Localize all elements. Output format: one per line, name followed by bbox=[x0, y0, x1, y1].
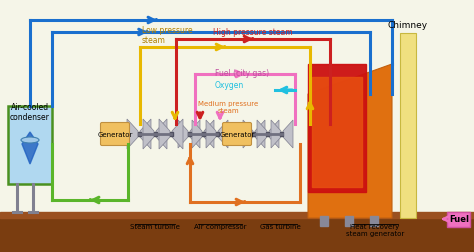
Polygon shape bbox=[22, 133, 38, 164]
Polygon shape bbox=[140, 119, 151, 149]
Polygon shape bbox=[243, 120, 253, 148]
Text: Fuel: Fuel bbox=[449, 215, 469, 224]
Bar bbox=[137, 133, 140, 137]
Bar bbox=[0, 214, 474, 252]
Text: Air compressor: Air compressor bbox=[194, 223, 246, 229]
Polygon shape bbox=[127, 119, 138, 149]
Polygon shape bbox=[190, 120, 200, 148]
Bar bbox=[312, 78, 362, 187]
Text: Medium pressure
steam: Medium pressure steam bbox=[198, 101, 258, 114]
Polygon shape bbox=[204, 120, 214, 148]
Bar bbox=[345, 216, 353, 226]
Polygon shape bbox=[192, 120, 202, 148]
Text: Gas turbine: Gas turbine bbox=[260, 223, 301, 229]
FancyBboxPatch shape bbox=[222, 123, 252, 146]
Ellipse shape bbox=[21, 137, 39, 143]
Polygon shape bbox=[257, 120, 267, 148]
Bar bbox=[400, 34, 416, 218]
Polygon shape bbox=[269, 120, 279, 148]
Polygon shape bbox=[271, 120, 281, 148]
Bar bbox=[320, 216, 328, 226]
Polygon shape bbox=[178, 120, 188, 148]
Text: Generator: Generator bbox=[219, 132, 255, 137]
Bar bbox=[154, 133, 156, 137]
Text: Steam turbine: Steam turbine bbox=[130, 223, 180, 229]
Bar bbox=[281, 133, 283, 137]
FancyBboxPatch shape bbox=[100, 123, 129, 146]
Bar bbox=[216, 133, 219, 137]
Text: High pressure steam: High pressure steam bbox=[213, 28, 293, 37]
Polygon shape bbox=[172, 119, 183, 149]
Text: Chimney: Chimney bbox=[388, 21, 428, 30]
Text: Low pressure
steam: Low pressure steam bbox=[142, 25, 192, 45]
Polygon shape bbox=[283, 120, 293, 148]
Polygon shape bbox=[143, 119, 154, 149]
Bar bbox=[170, 133, 173, 137]
Polygon shape bbox=[159, 119, 170, 149]
FancyBboxPatch shape bbox=[447, 212, 471, 227]
Polygon shape bbox=[255, 120, 265, 148]
Bar bbox=[0, 212, 474, 218]
Bar bbox=[308, 65, 366, 192]
Bar bbox=[266, 133, 270, 137]
Polygon shape bbox=[156, 119, 167, 149]
Bar bbox=[8, 107, 52, 184]
Text: Heat recovery
steam generator: Heat recovery steam generator bbox=[346, 223, 404, 236]
Text: Fuel (city gas): Fuel (city gas) bbox=[215, 69, 269, 78]
Bar bbox=[188, 133, 191, 137]
Bar bbox=[201, 133, 204, 137]
Bar bbox=[370, 216, 378, 226]
Text: Generator: Generator bbox=[97, 132, 133, 137]
Polygon shape bbox=[206, 120, 216, 148]
Text: Oxygen: Oxygen bbox=[215, 81, 244, 90]
Text: Air-cooled
condenser: Air-cooled condenser bbox=[10, 103, 50, 122]
Polygon shape bbox=[308, 65, 392, 218]
Bar bbox=[253, 133, 255, 137]
Polygon shape bbox=[218, 120, 228, 148]
